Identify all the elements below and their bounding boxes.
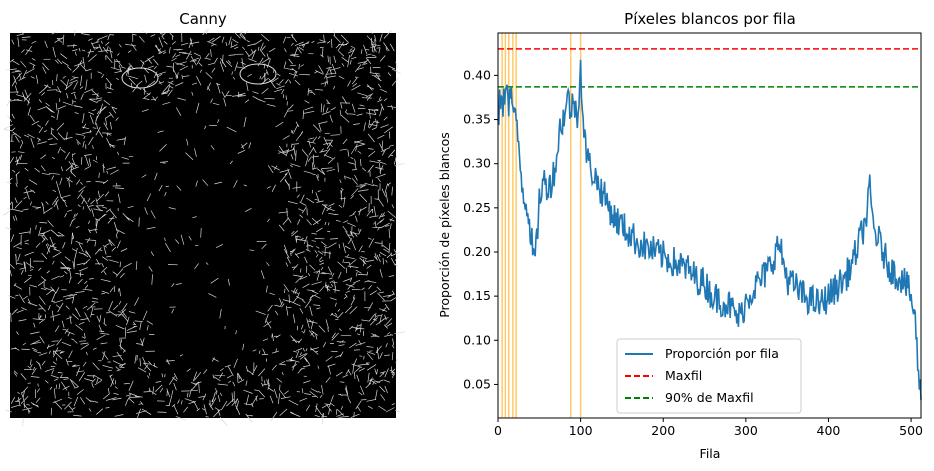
- legend-label-90-maxfil: 90% de Maxfil: [665, 390, 754, 405]
- x-tick-label-500: 500: [899, 423, 923, 438]
- x-tick-label-200: 200: [651, 423, 675, 438]
- canny-image: [3, 28, 405, 426]
- x-axis-label: Fila: [700, 446, 721, 461]
- y-tick-label-5: 0.30: [463, 156, 491, 171]
- legend: Proporción por fila Maxfil 90% de Maxfil: [616, 338, 802, 414]
- y-tick-label-2: 0.15: [463, 288, 491, 303]
- y-tick-label-3: 0.20: [463, 244, 491, 259]
- canny-image-background: [10, 33, 396, 418]
- canny-title: Canny: [179, 10, 227, 28]
- left-eye-edge: [121, 67, 159, 89]
- legend-label-proportion: Proporción por fila: [665, 346, 779, 361]
- y-tick-label-4: 0.25: [463, 200, 491, 215]
- x-tick-label-100: 100: [569, 423, 593, 438]
- y-axis-ticks: 0.05 0.10 0.15 0.20 0.25 0.30 0.35 0.40: [463, 67, 498, 391]
- axes-frame: [497, 32, 922, 419]
- right-eye-edge: [239, 63, 277, 85]
- x-tick-label-400: 400: [817, 423, 841, 438]
- edge-strokes: [3, 28, 405, 426]
- x-tick-label-0: 0: [494, 423, 502, 438]
- y-tick-label-1: 0.10: [463, 332, 491, 347]
- chart-title: Píxeles blancos por fila: [624, 10, 796, 28]
- y-axis-label: Proporción de píxeles blancos: [437, 132, 452, 318]
- y-tick-label-0: 0.05: [463, 376, 491, 391]
- y-tick-label-6: 0.35: [463, 112, 491, 127]
- x-axis-ticks: 0 100 200 300 400 500: [494, 418, 923, 438]
- edge-texture-icon: [3, 28, 405, 426]
- legend-box: [616, 338, 802, 414]
- plot-area: [497, 32, 922, 419]
- y-tick-label-7: 0.40: [463, 67, 491, 82]
- x-tick-label-300: 300: [734, 423, 758, 438]
- series-proporcion-por-fila: [497, 59, 922, 401]
- legend-label-maxfil: Maxfil: [665, 368, 702, 383]
